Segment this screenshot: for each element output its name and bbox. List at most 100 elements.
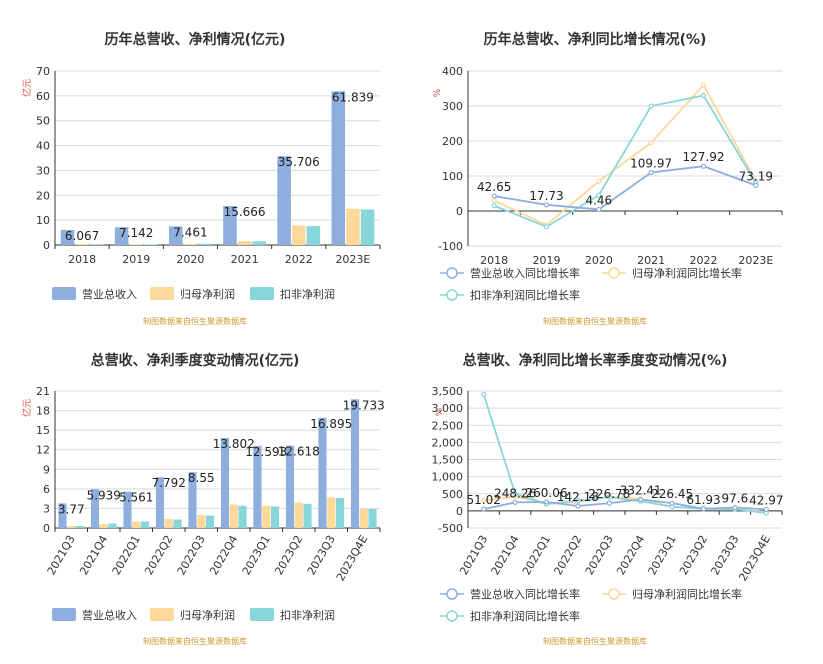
data-label: 15.666 (224, 205, 266, 219)
legend-marker (447, 268, 457, 278)
y-tick-label: 100 (442, 170, 463, 183)
chart-quarterly-growth: 总营收、净利同比增长率季度变动情况(%) % 制图数据来自恒生聚源数据库 -50… (412, 330, 823, 660)
bar-net-profit (295, 503, 303, 528)
bar-deducted-profit (206, 516, 214, 528)
x-tick-label: 2022Q4 (207, 533, 240, 577)
data-point (702, 94, 706, 98)
y-tick-label: 40 (36, 140, 50, 153)
y-tick-label: 30 (36, 164, 50, 177)
data-label: 12.618 (278, 445, 320, 459)
y-unit-label: 亿元 (21, 399, 33, 417)
chart-title: 历年总营收、净利情况(亿元) (105, 31, 286, 48)
x-tick-label: 2019 (122, 253, 150, 266)
data-point (764, 507, 768, 511)
bar-net-profit (230, 505, 238, 528)
x-tick-label: 2022 (690, 254, 718, 267)
y-tick-label: 50 (36, 115, 50, 128)
bar-net-profit (197, 515, 205, 528)
data-label: 5.561 (119, 491, 153, 505)
x-tick-label: 2022Q1 (110, 533, 143, 577)
legend-label: 扣非净利润 (280, 608, 335, 622)
x-tick-label: 2023E (738, 254, 773, 267)
data-point (482, 392, 486, 396)
data-label: 97.6 (722, 492, 749, 506)
bar-net-profit (184, 244, 198, 245)
data-label: 16.895 (310, 417, 352, 431)
legend-label: 扣非净利润同比增长率 (470, 609, 580, 623)
bar-revenue (221, 438, 229, 528)
legend-label: 归母净利润同比增长率 (632, 266, 742, 280)
x-tick-label: 2021 (637, 254, 665, 267)
x-tick-label: 2018 (480, 254, 508, 267)
annual-bar-chart-svg: 历年总营收、净利情况(亿元) 亿元 制图数据来自恒生聚源数据库 01020304… (0, 0, 412, 330)
bar-net-profit (67, 526, 75, 528)
data-point (492, 194, 496, 198)
y-tick-label: 12 (36, 444, 50, 457)
legend-swatch (52, 608, 76, 621)
x-tick-label: 2023Q3 (708, 533, 741, 577)
data-label: 7.461 (173, 225, 207, 239)
x-tick-label: 2020 (176, 253, 204, 266)
data-label: 6.067 (65, 229, 99, 243)
data-label: 19.733 (343, 398, 385, 412)
x-tick-label: 2021Q4 (489, 533, 522, 577)
data-label: 61.839 (332, 90, 374, 104)
data-label: 42.65 (477, 180, 511, 194)
bar-revenue (277, 156, 291, 245)
legend-marker (609, 268, 619, 278)
data-point (545, 203, 549, 207)
bar-net-profit (132, 521, 140, 528)
data-point (649, 171, 653, 175)
x-tick-label: 2023Q4E (736, 533, 773, 583)
data-point (545, 225, 549, 229)
bar-net-profit (346, 209, 360, 245)
x-tick-label: 2023Q1 (240, 533, 273, 577)
bar-deducted-profit (307, 226, 321, 245)
source-note: 制图数据来自恒生聚源数据库 (143, 636, 247, 646)
y-tick-label: 10 (36, 214, 50, 227)
bar-deducted-profit (108, 523, 116, 528)
data-point (545, 500, 549, 504)
data-label: 8.55 (188, 471, 215, 485)
legend-label: 归母净利润 (180, 287, 235, 301)
data-point (649, 104, 653, 108)
y-tick-label: 15 (36, 424, 50, 437)
quarterly-bar-chart-svg: 总营收、净利季度变动情况(亿元) 亿元 制图数据来自恒生聚源数据库 036912… (0, 330, 412, 660)
bar-net-profit (327, 497, 335, 528)
x-tick-label: 2022Q3 (175, 533, 208, 577)
data-point (492, 199, 496, 203)
x-tick-label: 2022Q4 (614, 533, 647, 577)
bar-deducted-profit (173, 520, 181, 528)
y-tick-label: 3,000 (432, 402, 464, 415)
data-point (492, 204, 496, 208)
bar-deducted-profit (238, 506, 246, 528)
data-label: 61.93 (686, 493, 720, 507)
x-tick-label: 2021Q3 (45, 533, 78, 577)
y-unit-label: 亿元 (21, 79, 33, 97)
y-tick-label: 400 (442, 65, 463, 78)
y-tick-label: 0 (43, 522, 50, 535)
bar-net-profit (238, 241, 252, 245)
data-point (702, 164, 706, 168)
chart-title: 历年总营收、净利同比增长情况(%) (484, 31, 707, 48)
data-label: 3.77 (58, 502, 85, 516)
x-tick-label: 2019 (533, 254, 561, 267)
bar-deducted-profit (90, 244, 104, 245)
x-tick-label: 2023Q3 (305, 533, 338, 577)
x-tick-label: 2023Q4E (334, 533, 371, 583)
x-tick-label: 2018 (68, 253, 96, 266)
legend-label: 扣非净利润同比增长率 (470, 288, 580, 302)
y-tick-label: 1,000 (432, 471, 464, 484)
legend-label: 扣非净利润 (280, 287, 335, 301)
y-tick-label: 2,000 (432, 436, 464, 449)
y-tick-label: 0 (456, 205, 463, 218)
x-tick-label: 2023Q2 (272, 533, 305, 577)
legend-label: 营业总收入同比增长率 (470, 266, 580, 280)
y-tick-label: 3 (43, 502, 50, 515)
legend-label: 归母净利润同比增长率 (632, 587, 742, 601)
legend-label: 营业总收入同比增长率 (470, 587, 580, 601)
data-label: 5.939 (87, 488, 121, 502)
annual-line-chart-svg: 历年总营收、净利同比增长情况(%) % 制图数据来自恒生聚源数据库 -10001… (412, 0, 823, 330)
bar-net-profit (165, 519, 173, 528)
